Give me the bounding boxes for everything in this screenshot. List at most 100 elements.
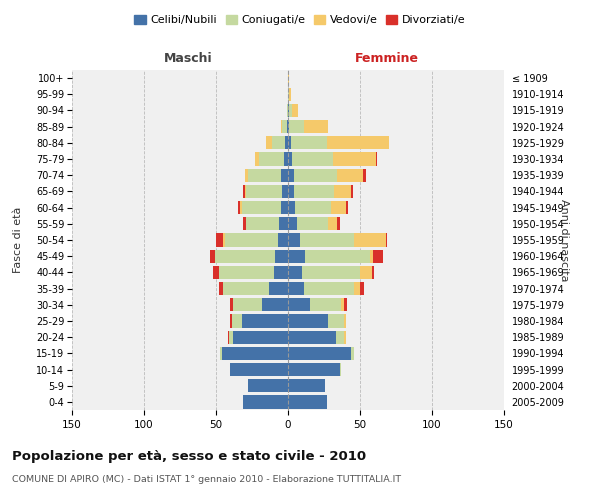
- Bar: [282, 120, 287, 134]
- Bar: [281, 201, 288, 214]
- Bar: [262, 298, 288, 312]
- Bar: [285, 136, 288, 149]
- Bar: [354, 282, 360, 295]
- Bar: [288, 120, 289, 134]
- Bar: [337, 217, 340, 230]
- Bar: [259, 152, 284, 166]
- Text: Fasce di età: Fasce di età: [13, 207, 23, 273]
- Bar: [230, 314, 232, 328]
- Bar: [288, 168, 294, 182]
- Bar: [281, 120, 282, 134]
- Bar: [341, 298, 344, 312]
- Bar: [331, 201, 346, 214]
- Bar: [363, 168, 366, 182]
- Bar: [288, 234, 299, 246]
- Text: Anni di nascita: Anni di nascita: [559, 198, 569, 281]
- Bar: [288, 379, 325, 392]
- Bar: [230, 363, 288, 376]
- Bar: [287, 120, 288, 134]
- Bar: [288, 298, 310, 312]
- Bar: [360, 266, 371, 279]
- Bar: [296, 217, 328, 230]
- Bar: [288, 396, 327, 408]
- Bar: [227, 330, 229, 344]
- Bar: [332, 152, 376, 166]
- Bar: [288, 72, 289, 85]
- Bar: [288, 282, 304, 295]
- Bar: [291, 136, 327, 149]
- Bar: [222, 346, 288, 360]
- Bar: [354, 234, 386, 246]
- Bar: [344, 330, 346, 344]
- Bar: [352, 346, 354, 360]
- Bar: [278, 234, 288, 246]
- Bar: [210, 250, 215, 263]
- Bar: [223, 282, 269, 295]
- Bar: [244, 185, 245, 198]
- Bar: [230, 298, 233, 312]
- Bar: [289, 104, 292, 117]
- Bar: [288, 346, 352, 360]
- Bar: [241, 201, 242, 214]
- Text: Popolazione per età, sesso e stato civile - 2010: Popolazione per età, sesso e stato civil…: [12, 450, 366, 463]
- Bar: [295, 201, 331, 214]
- Bar: [376, 152, 377, 166]
- Bar: [334, 185, 352, 198]
- Bar: [344, 298, 347, 312]
- Bar: [242, 314, 288, 328]
- Bar: [255, 152, 259, 166]
- Bar: [232, 314, 242, 328]
- Bar: [248, 379, 288, 392]
- Bar: [288, 314, 328, 328]
- Bar: [328, 314, 344, 328]
- Bar: [299, 234, 354, 246]
- Bar: [246, 217, 280, 230]
- Bar: [242, 201, 281, 214]
- Bar: [288, 152, 292, 166]
- Legend: Celibi/Nubili, Coniugati/e, Vedovi/e, Divorziati/e: Celibi/Nubili, Coniugati/e, Vedovi/e, Di…: [130, 10, 470, 30]
- Text: Maschi: Maschi: [164, 52, 213, 65]
- Bar: [245, 168, 248, 182]
- Bar: [292, 152, 332, 166]
- Bar: [224, 234, 278, 246]
- Bar: [288, 136, 291, 149]
- Bar: [213, 266, 219, 279]
- Bar: [288, 250, 305, 263]
- Bar: [340, 363, 341, 376]
- Text: Femmine: Femmine: [355, 52, 419, 65]
- Bar: [288, 201, 295, 214]
- Bar: [304, 120, 328, 134]
- Bar: [352, 185, 353, 198]
- Bar: [233, 330, 288, 344]
- Bar: [215, 250, 275, 263]
- Bar: [288, 330, 335, 344]
- Bar: [370, 250, 373, 263]
- Bar: [284, 152, 288, 166]
- Bar: [288, 363, 340, 376]
- Bar: [310, 298, 341, 312]
- Bar: [280, 217, 288, 230]
- Bar: [245, 185, 246, 198]
- Bar: [275, 250, 288, 263]
- Bar: [288, 104, 289, 117]
- Bar: [304, 282, 354, 295]
- Bar: [269, 282, 288, 295]
- Bar: [289, 120, 304, 134]
- Bar: [219, 266, 274, 279]
- Bar: [371, 266, 374, 279]
- Bar: [223, 234, 224, 246]
- Bar: [281, 168, 288, 182]
- Bar: [282, 185, 288, 198]
- Bar: [294, 185, 334, 198]
- Bar: [288, 217, 296, 230]
- Bar: [229, 330, 233, 344]
- Bar: [220, 346, 222, 360]
- Bar: [346, 201, 349, 214]
- Bar: [386, 234, 388, 246]
- Bar: [274, 266, 288, 279]
- Bar: [373, 250, 383, 263]
- Bar: [219, 282, 223, 295]
- Bar: [305, 250, 370, 263]
- Bar: [244, 396, 288, 408]
- Bar: [360, 282, 364, 295]
